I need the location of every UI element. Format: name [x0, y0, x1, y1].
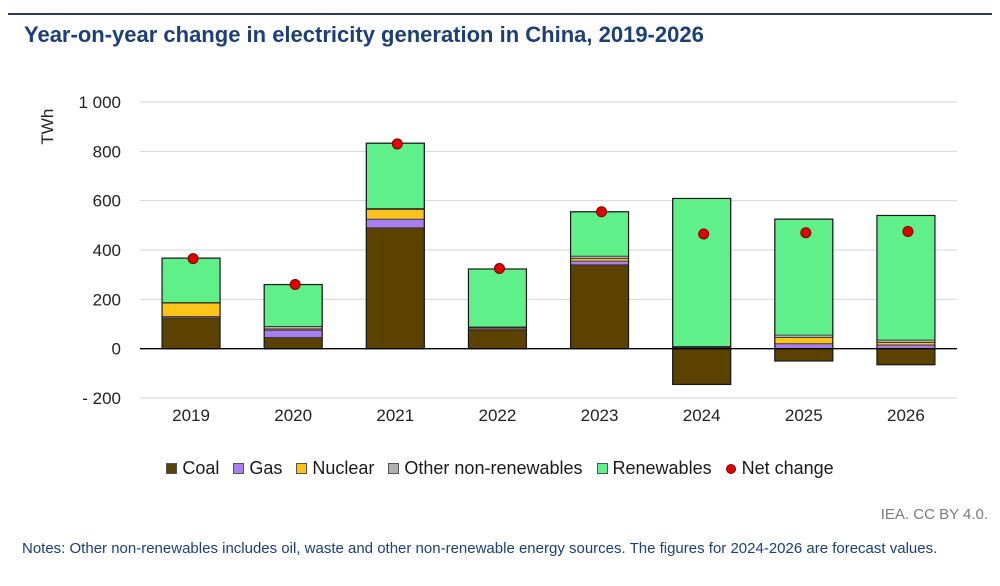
x-tick-label: 2022 [479, 406, 517, 425]
bar-nuclear-2021 [365, 208, 425, 220]
bar-coal-2023 [570, 264, 629, 350]
net-change-marker-2023 [596, 206, 608, 218]
y-axis-label: TWh [38, 109, 57, 145]
bar-renewables-2024 [672, 198, 732, 347]
bar-coal-2020 [263, 337, 323, 350]
bar-nuclear-2025 [774, 337, 834, 345]
legend-label: Gas [249, 458, 283, 478]
bar-outline-2024 [672, 197, 732, 386]
net-change-marker-2021 [391, 138, 403, 150]
x-tick-label: 2024 [683, 406, 721, 425]
bar-gas-2025 [774, 343, 834, 350]
chart-svg: - 200 0 200 400 600 800 1 000 TWh 2019 2020 2021… [38, 93, 957, 425]
net-change-markers [187, 138, 914, 291]
notes-text: Notes: Other non-renewables includes oil… [22, 540, 938, 557]
x-tick-labels: 2019 2020 2021 2022 2023 2024 2025 2026 [172, 406, 925, 425]
legend-swatch-other-non-renewables [388, 463, 400, 474]
legend-label: Nuclear [312, 458, 375, 478]
y-tick-label: 0 [112, 340, 121, 359]
y-tick-label: 800 [93, 142, 121, 161]
legend-swatch-net-change [725, 463, 736, 474]
bar-coal-2021 [365, 227, 425, 350]
x-tick-label: 2021 [376, 406, 414, 425]
legend-item-gas: Gas [233, 458, 282, 479]
legend-item-other-non-renewables: Other non-renewables [388, 458, 583, 479]
legend-item-renewables: Renewables [596, 458, 712, 479]
legend-swatch-coal [166, 463, 178, 474]
legend-item-coal: Coal [166, 458, 219, 479]
y-tick-label: 600 [93, 192, 121, 211]
top-rule [8, 13, 992, 15]
legend-label: Renewables [612, 458, 712, 478]
y-tick-label: - 200 [82, 389, 121, 408]
y-tick-label: 400 [93, 241, 121, 260]
x-tick-label: 2025 [785, 406, 823, 425]
legend-swatch-renewables [596, 463, 608, 474]
y-tick-labels: - 200 0 200 400 600 800 1 000 [78, 93, 121, 408]
legend-label: Coal [182, 458, 220, 478]
bar-coal-2026 [876, 348, 936, 366]
bar-gas-2023 [570, 260, 629, 266]
bar-outline-2026 [876, 214, 936, 366]
bar-gas-2020 [263, 329, 323, 338]
legend-label: Net change [741, 458, 834, 478]
net-change-marker-2025 [800, 227, 812, 239]
bar-coal-2019 [161, 317, 221, 350]
bar-renewables-2025 [774, 218, 834, 336]
net-change-marker-2020 [289, 279, 301, 291]
legend: Coal Gas Nuclear Other non-renewables Renewa… [0, 458, 1000, 479]
bar-renewables-2020 [263, 284, 323, 327]
bar-renewables-2021 [365, 142, 425, 209]
y-tick-label: 200 [93, 290, 121, 309]
y-tick-label: 1 000 [78, 93, 121, 112]
legend-item-nuclear: Nuclear [296, 458, 374, 479]
legend-swatch-gas [233, 463, 245, 474]
bar-gas-2021 [365, 218, 425, 229]
net-change-marker-2026 [902, 226, 914, 237]
legend-label: Other non-renewables [404, 458, 583, 478]
bar-coal-2025 [774, 348, 834, 362]
bar-coal-2022 [468, 329, 527, 350]
chart-title: Year-on-year change in electricity gener… [24, 22, 704, 47]
bar-coal-2024 [672, 348, 732, 385]
gridlines [140, 101, 957, 399]
bar-outline-2025 [774, 218, 834, 362]
legend-item-net-change: Net change [725, 458, 834, 479]
x-tick-label: 2023 [581, 406, 619, 425]
x-tick-label: 2019 [172, 406, 210, 425]
bar-renewables-2019 [161, 257, 221, 303]
legend-swatch-nuclear [296, 463, 308, 474]
bar-renewables-2022 [468, 268, 527, 328]
net-change-marker-2022 [493, 263, 505, 274]
x-tick-label: 2020 [274, 406, 312, 425]
net-change-marker-2019 [187, 253, 199, 265]
bar-renewables-2023 [570, 211, 629, 257]
x-tick-label: 2026 [887, 406, 925, 425]
bar-nuclear-2019 [161, 302, 221, 317]
net-change-marker-2024 [698, 228, 710, 240]
credit-text: IEA. CC BY 4.0. [880, 506, 988, 523]
